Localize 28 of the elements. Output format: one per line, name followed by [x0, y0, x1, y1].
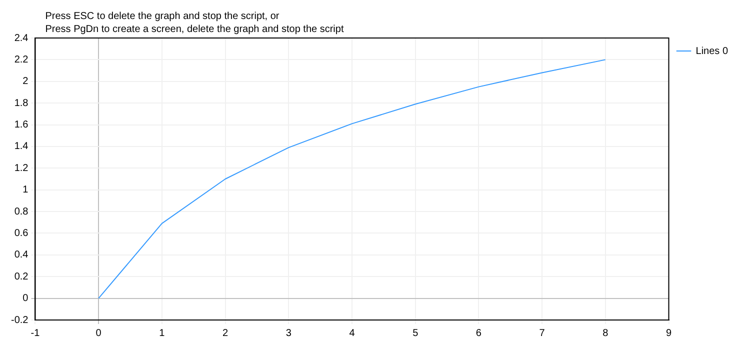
x-tick-label: 5 [412, 328, 419, 339]
y-tick-label: 0.2 [14, 271, 29, 282]
legend-label: Lines 0 [696, 46, 728, 57]
x-tick-label: 2 [222, 328, 229, 339]
x-tick-label: 7 [539, 328, 546, 339]
y-tick-label: 1 [22, 184, 29, 196]
text: Press PgDn to create a screen, delete the graph and stop the script [45, 24, 344, 35]
y-tick-label: 2.4 [14, 32, 29, 44]
y-tick-label: 0 [22, 293, 29, 304]
x-tick-label: 0 [96, 328, 102, 339]
x-tick-label: -1 [30, 328, 40, 339]
y-tick-label: 0.6 [14, 228, 29, 239]
y-tick-label: 1.8 [14, 98, 29, 109]
x-tick-label: 3 [286, 328, 292, 339]
y-tick-label: 1.2 [14, 162, 29, 174]
y-tick-label: 2.2 [14, 54, 29, 66]
x-tick-label: 9 [666, 328, 672, 339]
y-tick-label: 1.6 [14, 120, 29, 131]
y-tick-label: 1.4 [14, 141, 29, 152]
text: Press ESC to delete the graph and stop the script, or [45, 11, 280, 22]
y-tick-label: -0.2 [10, 314, 29, 326]
y-tick-label: 0.8 [14, 206, 29, 218]
y-tick-label: 0.4 [14, 250, 29, 261]
x-tick-label: 8 [602, 328, 609, 339]
x-tick-label: 1 [159, 328, 166, 339]
x-tick-label: 4 [349, 328, 356, 339]
y-tick-label: 2 [22, 76, 29, 88]
x-tick-label: 6 [476, 328, 482, 339]
